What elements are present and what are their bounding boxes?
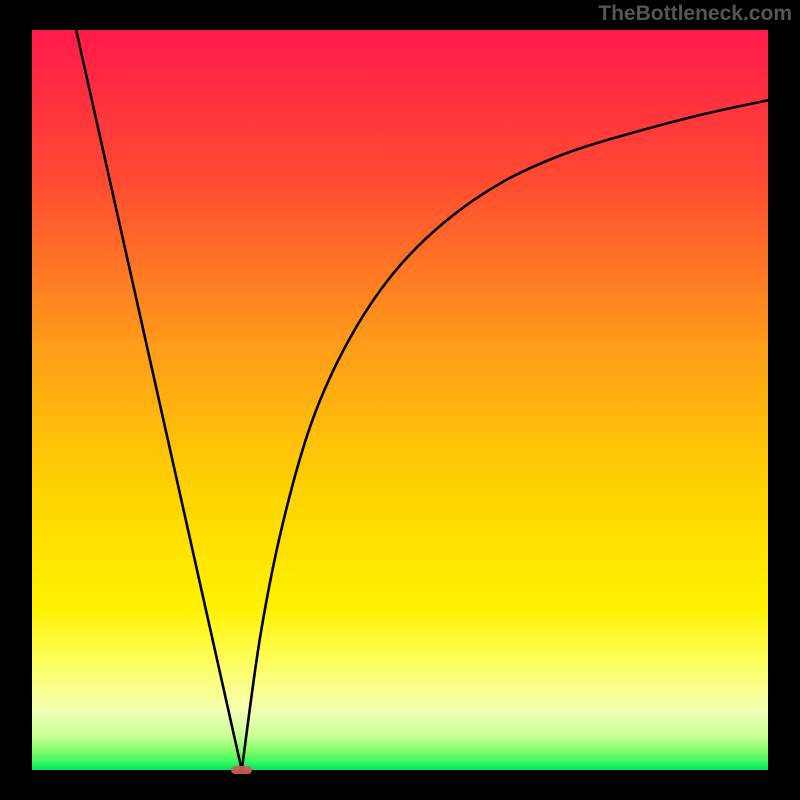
optimal-point-marker (231, 766, 252, 775)
chart-frame: TheBottleneck.com (0, 0, 800, 800)
attribution-text: TheBottleneck.com (598, 2, 792, 26)
plot-area (32, 30, 768, 770)
bottleneck-curve (32, 30, 768, 770)
